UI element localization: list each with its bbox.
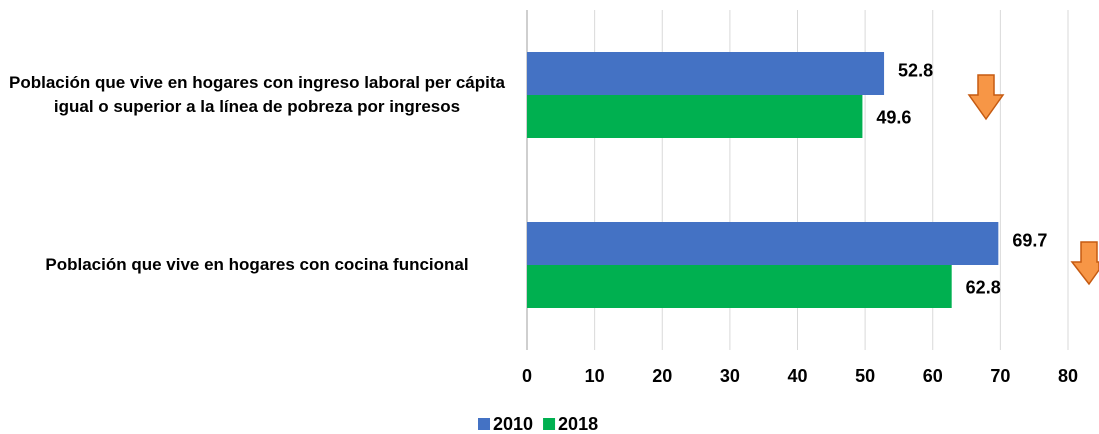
bar	[527, 95, 863, 138]
value-label: 49.6	[876, 107, 911, 127]
down-arrow	[1070, 241, 1099, 286]
bar	[527, 222, 999, 265]
x-tick-label: 20	[652, 366, 672, 386]
bar	[527, 52, 885, 95]
x-tick-label: 50	[855, 366, 875, 386]
down-arrow	[967, 74, 1005, 121]
x-tick-label: 0	[522, 366, 532, 386]
plot: 0 10 20 30 40 50 60 70 80 52.8 49.6 69.7 62.8 2010 201…	[478, 10, 1078, 434]
x-tick-label: 70	[990, 366, 1010, 386]
bar	[527, 265, 952, 308]
value-label: 52.8	[898, 60, 933, 80]
legend-swatch	[543, 418, 556, 430]
legend-swatch	[478, 418, 490, 430]
legend-label: 2010	[493, 414, 533, 434]
value-label: 69.7	[1012, 230, 1047, 250]
value-label: 62.8	[966, 277, 1001, 297]
legend-label: 2018	[558, 414, 598, 434]
x-tick-label: 80	[1058, 366, 1078, 386]
x-tick-label: 40	[787, 366, 807, 386]
category-label: Población que vive en hogares con ingres…	[9, 73, 505, 116]
x-tick-label: 60	[923, 366, 943, 386]
category-label: Población que vive en hogares con cocina…	[45, 255, 469, 274]
x-tick-label: 10	[585, 366, 605, 386]
x-tick-label: 30	[720, 366, 740, 386]
